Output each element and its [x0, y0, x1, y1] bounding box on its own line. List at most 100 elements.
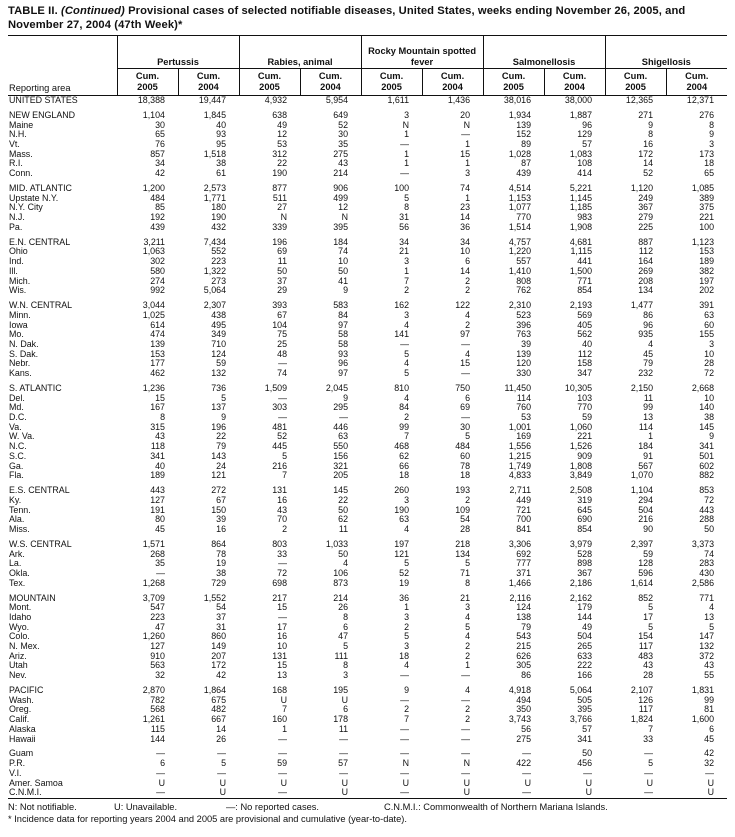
value-cell: 129 [577, 130, 593, 140]
value-cell: 568 [150, 705, 165, 715]
value-cell: 462 [150, 369, 165, 379]
value-cell: 808 [516, 276, 532, 286]
reporting-area-cell: Guam [9, 748, 34, 759]
value-cell: 81 [704, 705, 715, 715]
reporting-area-cell: C.N.M.I. [9, 788, 42, 798]
value-cell: 5 [404, 559, 410, 569]
table-row: Utah 563 172 15 8 4 1 305 222 43 43 [8, 661, 727, 671]
value-cell: U [585, 778, 593, 788]
value-cell: 214 [333, 592, 349, 603]
value-cell: 405 [577, 320, 593, 330]
reporting-area-cell: Nebr. [9, 359, 31, 369]
value-cell: 23 [460, 203, 471, 213]
reporting-area-cell: W.N. CENTRAL [9, 300, 73, 311]
value-cell: 2 [465, 276, 471, 286]
reporting-area-cell: Mont. [9, 603, 32, 613]
table-row: Ala. 80 39 70 62 63 54 700 690 216 288 [8, 515, 727, 525]
value-cell: 1,077 [508, 203, 532, 213]
value-cell: 5 [648, 622, 654, 632]
value-cell: 1 [404, 149, 410, 159]
value-cell: 1,611 [387, 95, 410, 105]
value-cell: 596 [638, 568, 654, 578]
value-cell: 1,261 [142, 715, 165, 725]
value-cell: 495 [211, 320, 227, 330]
value-cell: 208 [638, 276, 654, 286]
value-cell: — [522, 768, 532, 778]
value-cell: 1,509 [264, 382, 288, 393]
table-row: Tenn. 191 150 43 50 190 109 721 645 504 443 [8, 506, 727, 516]
value-cell: U [280, 778, 288, 788]
value-cell: 1,220 [508, 247, 532, 257]
value-cell: 445 [272, 442, 288, 452]
table-row: Colo. 1,260 860 16 47 5 4 543 504 154 147 [8, 632, 727, 642]
reporting-area-cell: Idaho [9, 612, 32, 622]
value-cell: 302 [150, 257, 165, 267]
value-cell: 5 [648, 759, 654, 769]
value-cell: 112 [577, 349, 593, 359]
value-cell: 12,365 [625, 95, 654, 105]
value-cell: 144 [150, 734, 165, 744]
value-cell: 86 [643, 310, 654, 320]
value-cell: 24 [216, 461, 227, 471]
reporting-area-cell: PACIFIC [9, 685, 44, 696]
reporting-area-cell: UNITED STATES [9, 95, 78, 105]
table-row: Pa. 439 432 339 395 56 36 1,514 1,908 225 100 [8, 223, 727, 233]
value-cell: U [219, 778, 227, 788]
value-cell: 2,573 [203, 183, 227, 193]
reporting-area-cell: Ind. [9, 257, 24, 267]
value-cell: 221 [577, 432, 593, 442]
table-row: Ark. 268 78 33 50 121 134 692 528 59 74 [8, 550, 727, 560]
value-cell: 3 [404, 257, 410, 267]
table-row: Conn. 42 61 190 214 — 3 439 414 52 65 [8, 169, 727, 179]
value-cell: 1,831 [691, 685, 715, 696]
value-cell: 1 [648, 432, 654, 442]
value-cell: 85 [155, 203, 165, 213]
value-cell: 41 [338, 276, 349, 286]
value-cell: 4 [465, 310, 471, 320]
table-row: Mo. 474 349 75 58 141 97 763 562 935 155 [8, 330, 727, 340]
value-cell: 140 [699, 403, 715, 413]
table-title-text: Provisional cases of selected notifiable… [8, 5, 686, 31]
value-cell: 65 [155, 130, 165, 140]
table-row: Del. 15 5 — 9 4 6 114 103 11 10 [8, 394, 727, 404]
value-cell: 1,410 [508, 266, 532, 276]
value-cell: 1 [404, 159, 410, 169]
value-cell: 19,447 [198, 95, 227, 105]
subheader-cum-2005: Cum. 2005 [360, 68, 423, 96]
value-cell: 3 [709, 140, 715, 149]
value-cell: 28 [643, 671, 654, 681]
value-cell: 122 [455, 300, 471, 311]
value-cell: 2 [404, 622, 410, 632]
value-cell: 137 [211, 403, 227, 413]
value-cell: 602 [699, 461, 715, 471]
value-cell: 127 [150, 642, 165, 652]
value-cell: 3 [709, 339, 715, 349]
value-cell: 321 [333, 461, 349, 471]
value-cell: 4 [648, 339, 654, 349]
value-cell: 375 [699, 203, 715, 213]
value-cell: 750 [455, 382, 471, 393]
value-cell: 2 [465, 705, 471, 715]
value-cell: 580 [150, 266, 165, 276]
table-row: Ga. 40 24 216 321 66 78 1,749 1,808 567 602 [8, 462, 727, 472]
table-header: Reporting area Pertussis Rabies, animal … [8, 35, 728, 96]
value-cell: 30 [155, 120, 165, 130]
table-row: P.R. 6 5 59 57 N N 422 456 5 32 [8, 759, 727, 769]
value-cell: 1,749 [508, 461, 532, 471]
value-cell: 191 [150, 505, 165, 515]
value-cell: 441 [577, 257, 593, 267]
value-cell: 36 [399, 592, 410, 603]
value-cell: 1,025 [142, 310, 165, 320]
value-cell: 2 [282, 524, 288, 534]
value-cell: 10 [704, 349, 715, 359]
table-row: W. Va. 43 22 52 63 7 5 169 221 1 9 [8, 432, 727, 442]
value-cell: 3 [404, 109, 410, 120]
value-cell: 59 [216, 359, 227, 369]
value-cell: 1,908 [569, 222, 593, 232]
value-cell: 121 [394, 549, 410, 559]
value-cell: 69 [460, 403, 471, 413]
value-cell: 131 [272, 485, 288, 496]
value-cell: 279 [638, 213, 654, 223]
footnote-incidence-note: * Incidence data for reporting years 200… [8, 813, 407, 824]
value-cell: — [278, 734, 288, 744]
